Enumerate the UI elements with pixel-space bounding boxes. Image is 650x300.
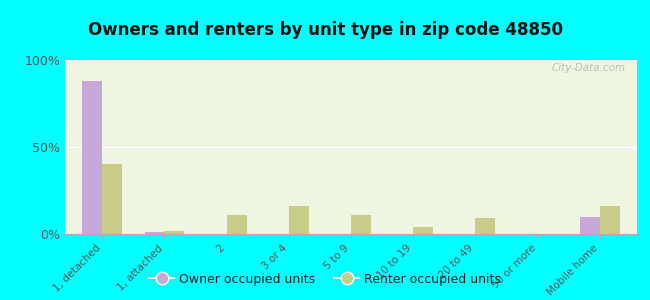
Text: City-Data.com: City-Data.com [551, 64, 625, 74]
Bar [144, 232, 164, 234]
Bar [164, 230, 185, 234]
Bar [83, 81, 102, 234]
Bar [413, 227, 433, 234]
Bar [289, 206, 309, 234]
Legend: Owner occupied units, Renter occupied units: Owner occupied units, Renter occupied un… [144, 268, 506, 291]
Bar [102, 164, 122, 234]
Bar [351, 215, 371, 234]
Bar [600, 206, 619, 234]
Bar [580, 217, 600, 234]
Text: Owners and renters by unit type in zip code 48850: Owners and renters by unit type in zip c… [88, 21, 562, 39]
Bar [475, 218, 495, 234]
Bar [227, 215, 246, 234]
